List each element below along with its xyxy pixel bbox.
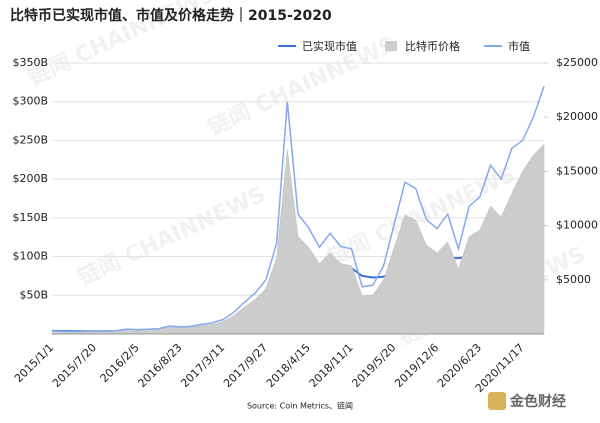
y2-tick-label: $15000 [556, 164, 598, 177]
legend-swatch [385, 41, 397, 51]
logo-text: 金色财经 [509, 393, 566, 410]
source: Source: Coin Metrics、链闻 [247, 401, 353, 411]
y-tick-label: $100B [12, 250, 48, 263]
logo-icon [488, 392, 506, 410]
series-line [51, 85, 545, 333]
chart-title: 比特币已实现市值、市值及价格走势｜2015-2020 [10, 7, 332, 24]
y-tick-label: $250B [12, 133, 48, 146]
y-tick-label: $300B [12, 95, 48, 108]
y-tick-label: $150B [12, 211, 48, 224]
y-tick-label: $50B [19, 288, 48, 301]
legend-label: 比特币价格 [405, 39, 460, 53]
legend-label: 市值 [508, 39, 530, 53]
y-tick-label: $200B [12, 172, 48, 185]
y2-tick-label: $25000 [556, 56, 598, 69]
y-tick-label: $350B [12, 56, 48, 69]
y2-tick-label: $20000 [556, 110, 598, 123]
y2-tick-label: $10000 [556, 219, 598, 232]
legend-label: 已实现市值 [302, 39, 357, 53]
y2-tick-label: $5000 [556, 273, 591, 286]
